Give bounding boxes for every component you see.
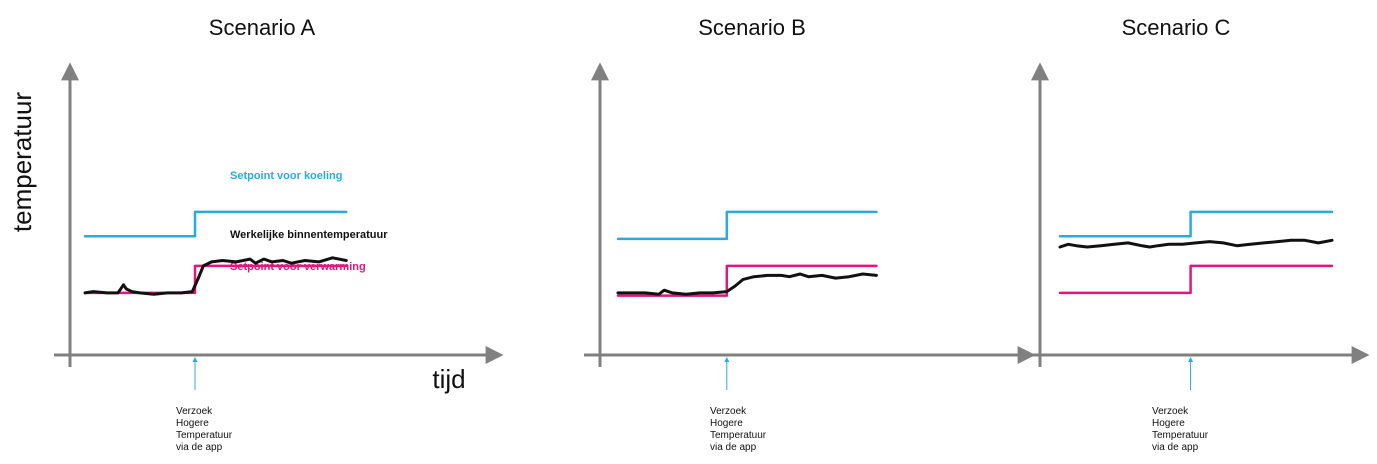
series-line-actual <box>616 272 878 296</box>
request-label-line: Verzoek <box>176 406 213 417</box>
request-label-line: via de app <box>710 442 757 453</box>
series-line-actual <box>1058 238 1334 249</box>
chart-title: Scenario C <box>1122 15 1231 40</box>
x-axis-label: tijd <box>432 364 465 394</box>
request-label-line: via de app <box>1152 442 1199 453</box>
chart-title: Scenario B <box>698 15 806 40</box>
series-line-actual <box>83 256 348 296</box>
request-label-line: Hogere <box>1152 418 1185 429</box>
series-line-heating <box>616 264 878 297</box>
legend-label-actual: Werkelijke binnentemperatuur <box>230 229 388 241</box>
request-label-line: Hogere <box>176 418 209 429</box>
request-label-line: via de app <box>176 442 223 453</box>
y-axis-label: temperatuur <box>7 92 37 233</box>
request-label-line: Verzoek <box>710 406 747 417</box>
request-label-line: Temperatuur <box>176 430 233 441</box>
series-line-heating <box>1058 264 1334 295</box>
series-line-cooling <box>1058 210 1334 238</box>
request-label-line: Temperatuur <box>710 430 767 441</box>
series-line-cooling <box>83 210 348 238</box>
request-label-line: Verzoek <box>1152 406 1189 417</box>
legend-label-cooling: Setpoint voor koeling <box>230 170 342 182</box>
series-line-cooling <box>616 210 878 241</box>
chart-title: Scenario A <box>209 15 316 40</box>
request-label-line: Temperatuur <box>1152 430 1209 441</box>
request-label-line: Hogere <box>710 418 743 429</box>
